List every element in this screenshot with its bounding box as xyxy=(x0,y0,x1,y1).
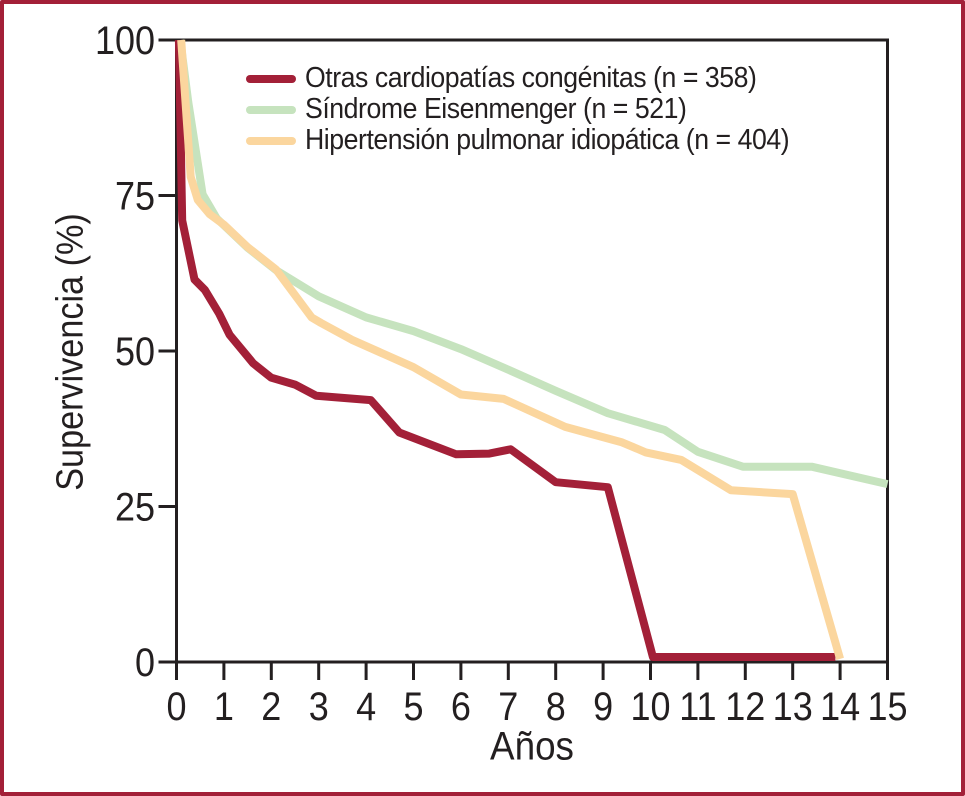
legend-label: Síndrome Eisenmenger (n = 521) xyxy=(305,93,687,125)
x-tick-label: 14 xyxy=(820,685,860,729)
x-tick-label: 15 xyxy=(867,685,907,729)
x-axis-title: Años xyxy=(490,724,574,769)
y-tick-label: 100 xyxy=(95,19,155,63)
curve-series-0 xyxy=(174,39,836,661)
legend-swatch xyxy=(246,136,296,145)
x-tick-label: 4 xyxy=(356,685,376,729)
x-tick-label: 0 xyxy=(166,685,186,729)
y-axis-title: Supervivencia (%) xyxy=(49,213,92,491)
x-tick-label: 7 xyxy=(498,685,518,729)
x-tick-label: 8 xyxy=(546,685,566,729)
x-tick-label: 3 xyxy=(309,685,329,729)
x-tick-label: 11 xyxy=(679,685,716,729)
x-tick-label: 2 xyxy=(261,685,281,729)
x-tick-label: 1 xyxy=(214,685,234,729)
x-tick-label: 6 xyxy=(451,685,471,729)
chart-legend: Otras cardiopatías congénitas (n = 358) S… xyxy=(246,62,831,156)
x-tick-label: 10 xyxy=(630,685,670,729)
legend-label: Otras cardiopatías congénitas (n = 358) xyxy=(305,62,757,94)
x-tick-label: 5 xyxy=(403,685,423,729)
x-tick-label: 12 xyxy=(725,685,765,729)
y-tick-label: 50 xyxy=(115,330,155,374)
y-tick-label: 25 xyxy=(115,486,155,530)
y-tick-label: 0 xyxy=(135,641,155,685)
x-tick-label: 13 xyxy=(773,685,813,729)
legend-item-2: Hipertensión pulmonar idiopática (n = 40… xyxy=(246,124,831,156)
curve-series-2 xyxy=(177,39,844,661)
legend-swatch xyxy=(246,74,296,83)
legend-item-0: Otras cardiopatías congénitas (n = 358) xyxy=(246,62,831,94)
legend-item-1: Síndrome Eisenmenger (n = 521) xyxy=(246,93,831,125)
legend-swatch xyxy=(246,105,296,114)
legend-label: Hipertensión pulmonar idiopática (n = 40… xyxy=(305,124,790,156)
x-tick-label: 9 xyxy=(593,685,613,729)
y-tick-label: 75 xyxy=(115,175,155,219)
